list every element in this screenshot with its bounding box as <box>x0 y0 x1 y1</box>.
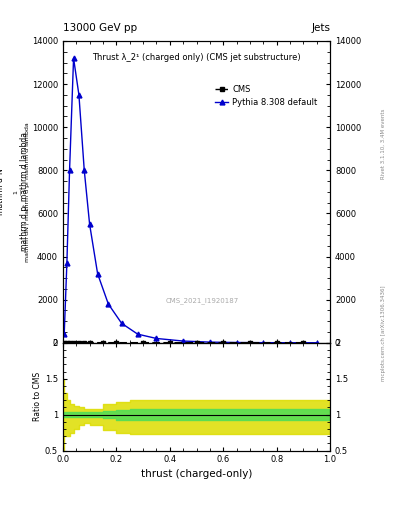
Text: mcplots.cern.ch [arXiv:1306.3436]: mcplots.cern.ch [arXiv:1306.3436] <box>381 285 386 380</box>
Text: 1
—
mathrm dN / mathrm d pₜ mathrm d lambda: 1 — mathrm dN / mathrm d pₜ mathrm d lam… <box>13 122 30 262</box>
Text: Rivet 3.1.10, 3.4M events: Rivet 3.1.10, 3.4M events <box>381 108 386 179</box>
X-axis label: thrust (charged-only): thrust (charged-only) <box>141 468 252 479</box>
Text: CMS_2021_I1920187: CMS_2021_I1920187 <box>165 297 239 304</box>
Y-axis label: mathrm d²N

mathrm d pₜ mathrm d lambda: mathrm d²N mathrm d pₜ mathrm d lambda <box>0 133 29 251</box>
Text: Thrust λ_2¹ (charged only) (CMS jet substructure): Thrust λ_2¹ (charged only) (CMS jet subs… <box>92 53 301 62</box>
Legend: CMS, Pythia 8.308 default: CMS, Pythia 8.308 default <box>212 81 321 110</box>
Y-axis label: Ratio to CMS: Ratio to CMS <box>33 372 42 421</box>
Text: Jets: Jets <box>311 23 330 33</box>
Text: 13000 GeV pp: 13000 GeV pp <box>63 23 137 33</box>
